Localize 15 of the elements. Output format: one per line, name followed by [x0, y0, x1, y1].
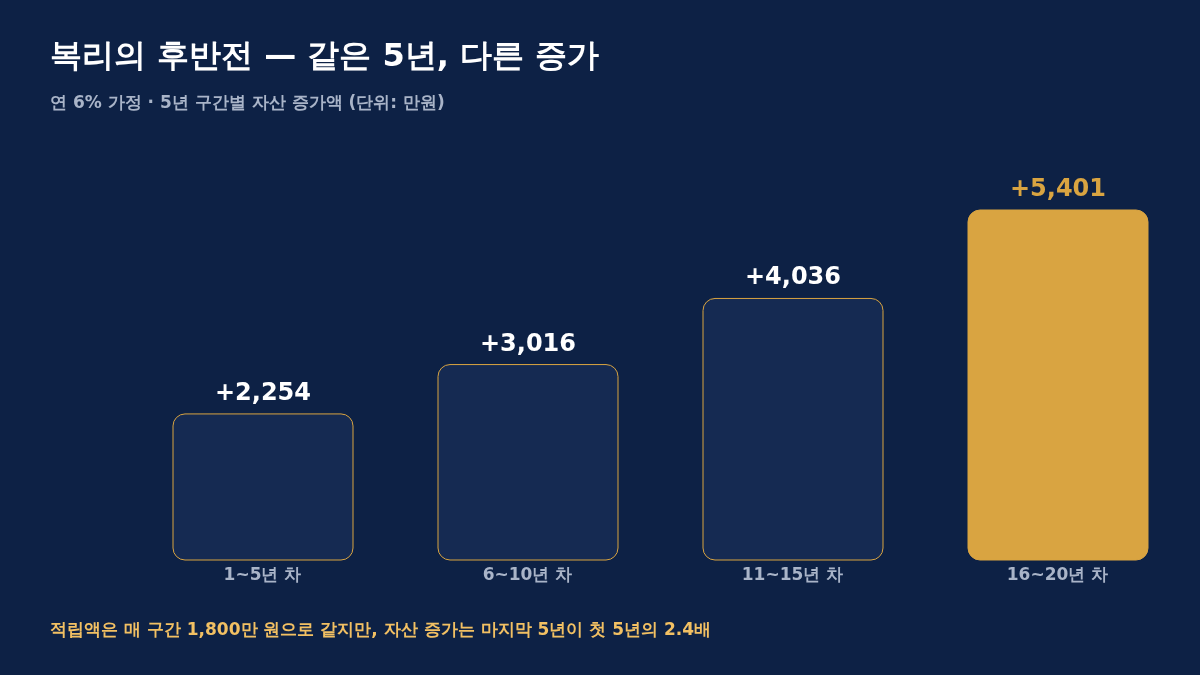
data-label: +5,401: [1009, 174, 1107, 202]
x-tick-label: 11~15년 차: [741, 564, 844, 585]
x-tick-label: 16~20년 차: [1006, 564, 1109, 585]
text: 적립액은 매 구간 1,800만 원으로 같지만, 자산 증가는 마지막 5년이 첫 5년의 2.4배: [50, 618, 712, 641]
x-tick-label: 6~10년 차: [482, 564, 573, 585]
bar: [702, 297, 884, 561]
bar: [172, 413, 354, 561]
bar: [437, 364, 619, 561]
bar: [967, 209, 1149, 561]
chart-title: 복리의 후반전 — 같은 5년, 다른 증가: [50, 35, 600, 76]
chart-subtitle: 연 6% 가정 · 5년 구간별 자산 증가액 (단위: 만원): [50, 91, 445, 114]
x-tick-label: 1~5년 차: [223, 564, 302, 585]
data-label: +2,254: [214, 377, 312, 406]
data-label: +4,036: [744, 262, 842, 291]
data-label: +3,016: [479, 328, 577, 357]
